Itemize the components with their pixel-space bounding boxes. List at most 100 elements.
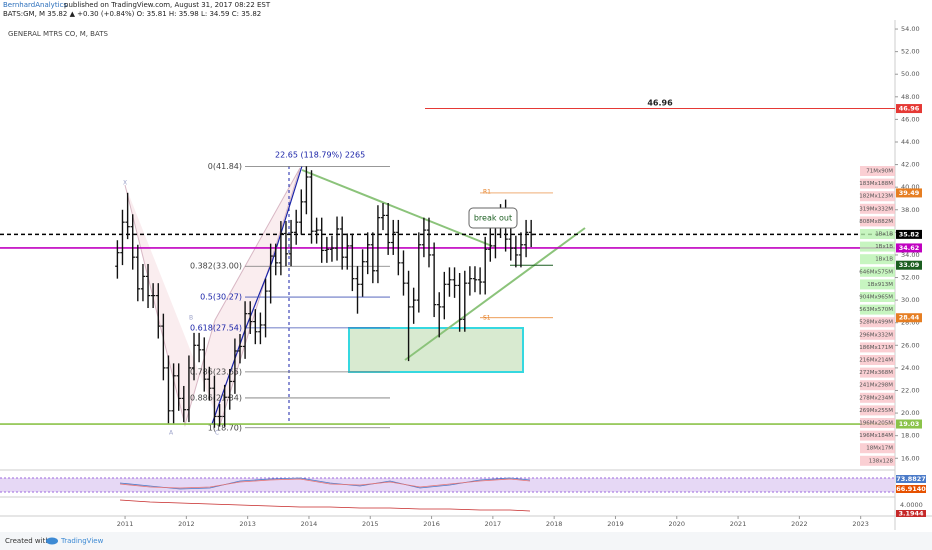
rsi-tag-label: 73.8827	[896, 475, 926, 483]
y-tick-label: 22.00	[901, 386, 920, 394]
rsi-tag-label: 66.9140	[896, 485, 926, 493]
profile-label: 646Mx575M	[859, 269, 893, 275]
profile-row	[860, 392, 895, 403]
price-tag-label: 39.49	[899, 189, 920, 197]
breakout-label: break out	[474, 214, 512, 223]
profile-row	[860, 216, 895, 227]
y-tick-label: 42.00	[901, 161, 920, 169]
footer-logo	[46, 537, 58, 545]
profile-row	[860, 329, 895, 340]
fib-label: 0.618(27.54)	[190, 323, 242, 332]
lower-tag-label: 3.1944	[898, 510, 924, 518]
x-tick-label: 2018	[546, 520, 563, 528]
profile-label: 528Mx499M	[859, 320, 893, 326]
y-tick-label: 48.00	[901, 93, 920, 101]
price-tag-label: 34.62	[899, 244, 920, 252]
y-tick-label: 30.00	[901, 296, 920, 304]
target-label: 46.96	[647, 99, 673, 108]
profile-label: 904Mx965M	[859, 295, 893, 301]
price-tag	[896, 260, 922, 270]
fib-label: 0.886(21.34)	[190, 393, 242, 402]
breakout-box	[468, 207, 518, 229]
y-tick-label: 44.00	[901, 138, 920, 146]
x-tick-label: 2021	[730, 520, 747, 528]
profile-row	[860, 166, 895, 176]
demand-zone	[348, 327, 524, 373]
y-tick-label: 32.00	[901, 274, 920, 282]
x-tick-label: 2015	[362, 520, 379, 528]
quote: BATS:GM, M 35.82 ▲ +0.30 (+0.84%) O: 35.…	[3, 10, 261, 18]
x-tick-label: 2016	[423, 520, 440, 528]
profile-label: 563Mx570M	[859, 307, 893, 313]
profile-row	[860, 430, 895, 441]
rsi-signal	[119, 478, 531, 489]
y-tick-label: 40.00	[901, 183, 920, 191]
profile-row	[860, 380, 895, 391]
y-tick-label: 52.00	[901, 48, 920, 56]
price-tag-label: 19.03	[899, 420, 920, 428]
profile-label: 183Mx188M	[859, 181, 893, 187]
pattern-point: B	[189, 315, 193, 322]
projection-line	[211, 165, 303, 425]
footer-text: Created with	[5, 537, 50, 545]
price-tag	[896, 419, 922, 429]
profile-label: 269Mx255M	[859, 408, 893, 414]
x-tick-label: 2013	[239, 520, 256, 528]
rsi-tag	[896, 485, 926, 493]
profile-row	[860, 292, 895, 302]
price-tag-label: 46.96	[899, 105, 920, 113]
harmonic-pattern	[125, 168, 300, 425]
profile-row	[860, 304, 895, 315]
price-tag-label: 33.09	[899, 261, 920, 269]
publisher: BernhardAnalytics	[3, 1, 67, 9]
pattern-point: A	[169, 430, 174, 437]
s1-label: S1	[483, 315, 491, 322]
profile-label: 18Mx17M	[866, 446, 893, 452]
trendline	[301, 169, 493, 247]
price-tag	[896, 243, 922, 253]
profile-row	[860, 418, 895, 428]
x-tick-label: 2011	[117, 520, 134, 528]
profile-row	[860, 455, 895, 466]
lower-line	[119, 499, 531, 512]
profile-label: 278Mx234M	[859, 395, 893, 401]
profile-row	[860, 178, 895, 189]
price-tag-label: 28.44	[899, 314, 920, 322]
profile-label: 241Mx298M	[859, 383, 893, 389]
x-tick-label: 2012	[178, 520, 195, 528]
profile-label: 71Mx90M	[866, 169, 893, 175]
profile-label: 1Bx1B	[875, 232, 893, 238]
profile-row	[860, 367, 895, 378]
profile-label: 296Mx332M	[859, 332, 893, 338]
profile-label: 196Mx184M	[859, 433, 893, 439]
y-tick-label: 28.00	[901, 319, 920, 327]
price-tag	[896, 229, 922, 239]
x-tick-label: 2019	[607, 520, 624, 528]
profile-label: 808Mx882M	[859, 219, 893, 225]
fib-label: 0.382(33.00)	[190, 262, 242, 271]
y-tick-label: 16.00	[901, 454, 920, 462]
y-tick-label: 18.00	[901, 432, 920, 440]
profile-row	[860, 443, 895, 454]
pattern-point: C	[215, 430, 219, 437]
profile-row	[860, 241, 895, 252]
profile-label: 1Bx1B	[875, 257, 893, 263]
profile-row	[860, 405, 895, 416]
fib-label: 0.5(30.27)	[200, 293, 242, 302]
price-tag	[896, 104, 922, 114]
profile-row	[860, 254, 895, 265]
y-tick-label: 34.00	[901, 251, 920, 259]
published: published on TradingView.com, August 31,…	[64, 1, 271, 9]
r1-label: R1	[483, 189, 491, 196]
profile-row	[860, 279, 895, 290]
fib-label: 0.786(23.65)	[190, 367, 242, 376]
profile-label: 1Bx913M	[867, 282, 893, 288]
chart-title: GENERAL MTRS CO, M, BATS	[8, 30, 109, 38]
fib-label: 0(41.84)	[208, 162, 242, 171]
x-tick-label: 2017	[485, 520, 502, 528]
profile-row	[860, 229, 895, 239]
price-tag-label: 35.82	[899, 230, 920, 238]
profile-label: 186Mx171M	[859, 345, 893, 351]
profile-row	[860, 266, 895, 277]
